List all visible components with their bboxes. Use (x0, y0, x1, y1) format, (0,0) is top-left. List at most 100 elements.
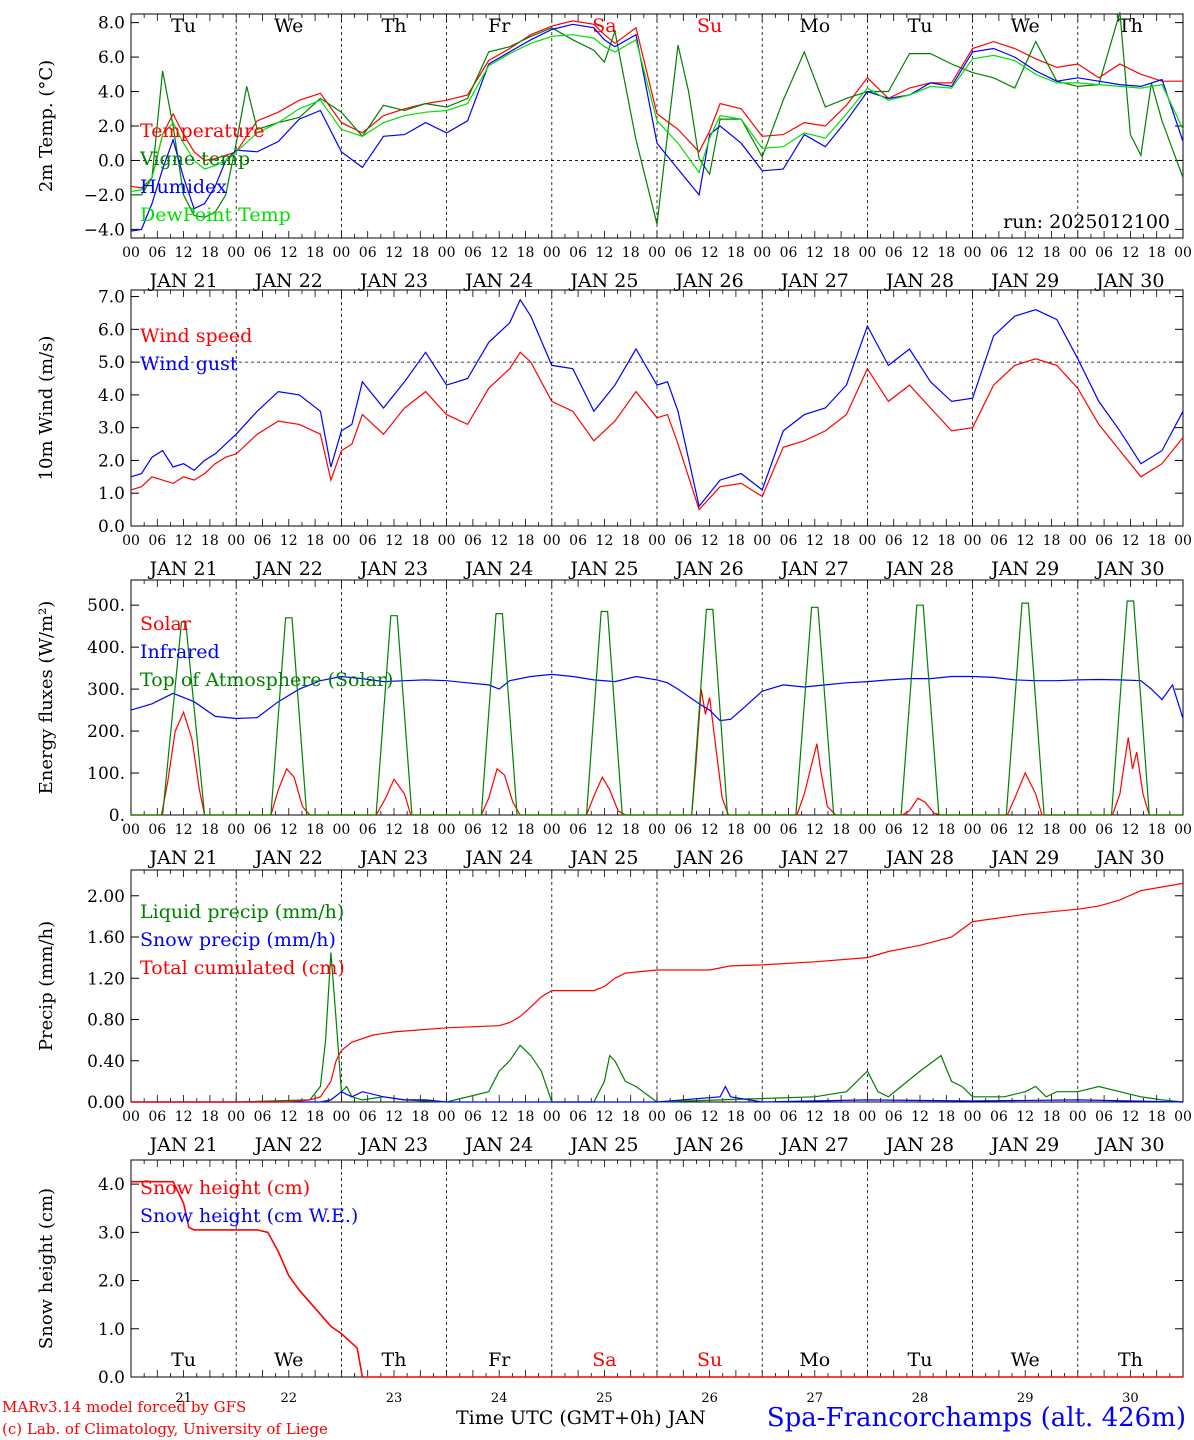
hour-tick-label: 00 (858, 533, 876, 549)
y-axis-label: Precip (mm/h) (36, 921, 57, 1051)
panel-1: −4.0 −2.0 0.0 2.0 4.0 6.0 8.0 2m Temp. (°C) 00 06… (36, 12, 1192, 292)
hour-tick-label: 06 (990, 822, 1008, 838)
hour-tick-label: 06 (990, 1109, 1008, 1125)
day-of-week-label: Su (697, 15, 722, 37)
panel-3: 0. 100. 200. 300. 400. 500. Energy fluxes (W/m… (36, 579, 1192, 869)
hour-tick-label: 12 (806, 245, 824, 261)
hour-tick-label: 18 (201, 1109, 219, 1125)
hour-tick-label: 12 (701, 822, 719, 838)
hour-tick-label: 06 (990, 245, 1008, 261)
hour-tick-label: 12 (595, 1109, 613, 1125)
date-label: JAN 21 (148, 270, 218, 292)
hour-tick-label: 18 (832, 1109, 850, 1125)
hour-tick-label: 06 (1095, 245, 1113, 261)
y-tick-label: 3.0 (98, 419, 125, 439)
hour-tick-label: 12 (806, 822, 824, 838)
y-tick-label: 1.0 (98, 1320, 125, 1340)
hour-tick-label: 12 (806, 1109, 824, 1125)
date-label: JAN 27 (779, 558, 849, 580)
day-of-week-label: Sa (592, 15, 616, 37)
hour-tick-label: 18 (727, 245, 745, 261)
legend-entry: Wind gust (140, 353, 238, 375)
hour-tick-label: 06 (1095, 822, 1113, 838)
series-line (130, 298, 1184, 508)
hour-tick-label: 18 (1043, 533, 1061, 549)
legend-entry: Snow precip (mm/h) (140, 929, 336, 951)
series-line (131, 12, 1184, 225)
credit-line-2: (c) Lab. of Climatology, University of L… (2, 1420, 328, 1438)
hour-tick-label: 06 (885, 245, 903, 261)
date-label: JAN 26 (674, 1134, 744, 1156)
hour-tick-label: 00 (753, 245, 771, 261)
hour-tick-label: 06 (148, 822, 166, 838)
y-tick-label: 3.0 (98, 1223, 125, 1243)
hour-tick-label: 00 (858, 1109, 876, 1125)
hour-tick-label: 12 (1121, 822, 1139, 838)
hour-tick-label: 12 (911, 822, 929, 838)
hour-tick-label: 18 (727, 533, 745, 549)
hour-tick-label: 06 (464, 533, 482, 549)
series-line (131, 1180, 1183, 1378)
hour-tick-label: 18 (306, 245, 324, 261)
hour-tick-label: 06 (885, 822, 903, 838)
hour-tick-label: 12 (280, 245, 298, 261)
date-label: JAN 23 (358, 847, 428, 869)
legend-entry: Solar (140, 613, 192, 635)
legend-entry: Snow height (cm W.E.) (140, 1205, 358, 1227)
hour-tick-label: 18 (306, 533, 324, 549)
hour-tick-label: 00 (753, 1109, 771, 1125)
hour-tick-label: 12 (280, 822, 298, 838)
y-tick-label: 2.00 (87, 887, 125, 907)
day-of-week-label: We (274, 1349, 303, 1371)
y-tick-label: 6.0 (98, 320, 125, 340)
hour-tick-label: 18 (727, 822, 745, 838)
hour-tick-label: 00 (543, 533, 561, 549)
y-tick-label: 8.0 (98, 14, 125, 34)
y-tick-label: 1.60 (87, 928, 125, 948)
hour-tick-label: 12 (701, 1109, 719, 1125)
hour-tick-label: 06 (254, 245, 272, 261)
day-of-week-label: Th (1118, 1349, 1143, 1371)
hour-tick-label: 18 (306, 1109, 324, 1125)
legend-entry: Top of Atmosphere (Solar) (140, 669, 393, 691)
hour-tick-label: 06 (254, 1109, 272, 1125)
hour-tick-label: 18 (517, 1109, 535, 1125)
date-label: JAN 21 (148, 1134, 218, 1156)
hour-tick-label: 00 (648, 245, 666, 261)
hour-tick-label: 06 (569, 1109, 587, 1125)
hour-tick-label: 18 (411, 1109, 429, 1125)
day-of-week-label: We (274, 15, 303, 37)
station-name: Spa-Francorchamps (alt. 426m) (767, 1403, 1186, 1433)
hour-tick-label: 00 (964, 822, 982, 838)
hour-tick-label: 18 (517, 245, 535, 261)
hour-tick-label: 00 (1174, 533, 1192, 549)
hour-tick-label: 00 (1069, 1109, 1087, 1125)
y-axis-label: 2m Temp. (°C) (36, 60, 57, 192)
hour-tick-label: 00 (964, 245, 982, 261)
date-label: JAN 26 (674, 270, 744, 292)
y-tick-label: −2.0 (84, 186, 125, 206)
day-of-week-label: Tu (908, 1349, 933, 1371)
y-tick-label: 7.0 (98, 288, 125, 308)
hour-tick-label: 06 (464, 245, 482, 261)
y-tick-label: 6.0 (98, 48, 125, 68)
series-line (130, 23, 1184, 232)
y-axis-label: Energy fluxes (W/m²) (36, 601, 57, 795)
day-of-week-label: We (1011, 15, 1040, 37)
date-label: JAN 30 (1094, 270, 1164, 292)
hour-tick-label: 00 (648, 533, 666, 549)
credit-line-1: MARv3.14 model forced by GFS (2, 1398, 246, 1416)
hour-tick-label: 18 (306, 822, 324, 838)
hour-tick-label: 18 (201, 245, 219, 261)
y-axis-label: Snow height (cm) (36, 1188, 57, 1349)
date-label: JAN 28 (884, 270, 954, 292)
hour-tick-label: 18 (937, 822, 955, 838)
hour-tick-label: 18 (622, 245, 640, 261)
date-label: JAN 30 (1094, 847, 1164, 869)
hour-tick-label: 12 (806, 533, 824, 549)
hour-tick-label: 00 (438, 245, 456, 261)
hour-tick-label: 00 (332, 1109, 350, 1125)
hour-tick-label: 06 (464, 1109, 482, 1125)
date-label: JAN 27 (779, 847, 849, 869)
y-tick-label: 0.00 (87, 1093, 125, 1113)
